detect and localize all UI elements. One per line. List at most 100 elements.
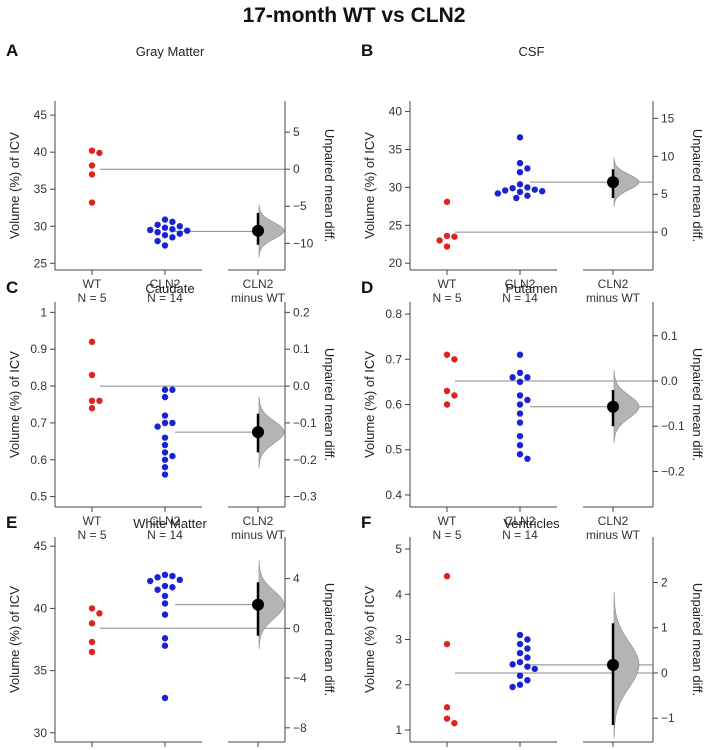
cln2-point [524,192,531,199]
y2-tick-label: 1 [661,621,668,635]
y-tick-label: 30 [34,219,48,233]
cln2-point [161,694,169,702]
cln2-point [161,463,169,471]
category-n-label: N = 5 [432,291,461,305]
cln2-point [154,423,161,430]
y2-tick-label: −0.2 [293,453,317,467]
cln2-point [509,683,516,691]
cln2-point [169,572,176,580]
panel-f: F Ventricles 1 2 3 4 5 Volume (%) of ICV WTN = 5… [361,513,705,750]
y-tick-label: 0.8 [385,307,402,321]
category-label: WT [438,514,457,528]
panel-title: Caudate [145,281,194,296]
cln2-point [531,186,538,193]
panel-c: C Caudate 0.5 0.6 0.7 0.8 0.9 1 Volume (%) of IC… [6,278,337,542]
category-n-label: minus WT [586,291,641,305]
y-tick-label: 1 [40,305,47,319]
wt-point [451,233,458,240]
cln2-point [516,378,524,386]
cln2-point [176,576,183,583]
bootstrap-distribution [258,204,285,258]
mean-diff-point [607,400,619,413]
cln2-point [516,351,524,358]
y-tick-label: 0.9 [30,342,47,356]
y-tick-label: 45 [34,539,48,553]
category-label: WT [83,277,102,291]
mean-diff-point [607,658,619,671]
cln2-point [516,649,524,657]
wt-point [443,243,451,250]
wt-point [88,605,96,612]
y2-tick-label: 0.1 [661,329,678,343]
cln2-point [154,221,161,228]
mean-diff-point [252,224,264,237]
y-tick-label: 40 [34,145,48,159]
y-tick-label: 40 [389,105,403,119]
bootstrap-distribution [258,560,285,649]
panel-letter: F [361,513,371,532]
cln2-point [539,187,546,195]
cln2-point [184,227,191,234]
cln2-point [161,471,169,478]
wt-point [443,387,451,395]
wt-point [443,198,451,205]
category-label: CLN2 [243,277,274,291]
panel-title: Ventricles [503,516,560,531]
cln2-point [516,392,524,399]
y2-tick-label: −8 [293,721,307,735]
cln2-point [161,600,169,607]
cln2-point [524,184,531,191]
cln2-point [516,658,524,666]
y2-tick-label: −0.1 [293,416,317,430]
y-tick-label: 35 [34,664,48,678]
y-tick-label: 30 [389,180,403,194]
category-label: CLN2 [150,514,181,528]
category-n-label: minus WT [231,528,286,542]
y2-axis-label: Unpaired mean diff. [690,583,705,696]
wt-point [443,351,451,358]
wt-point [88,162,96,169]
category-label: CLN2 [505,514,536,528]
panel-title: CSF [519,44,545,59]
cln2-point [516,640,524,648]
panel-letter: E [6,513,17,532]
category-label: CLN2 [150,277,181,291]
y-tick-label: 45 [34,108,48,122]
cln2-point [516,159,524,167]
category-n-label: minus WT [231,291,286,305]
y-axis-label: Volume (%) of ICV [7,132,22,239]
cln2-point [524,654,531,661]
wt-point [443,704,451,711]
y2-tick-label: 15 [661,111,675,125]
cln2-point [161,242,169,249]
cln2-point [513,194,520,202]
y2-axis-label: Unpaired mean diff. [690,129,705,242]
wt-point [451,719,458,727]
y2-axis-label: Unpaired mean diff. [322,348,337,461]
category-n-label: N = 5 [77,291,106,305]
figure-title: 17-month WT vs CLN2 [242,4,466,27]
wt-point [88,404,96,412]
cln2-point [509,661,516,668]
y2-tick-label: 0.0 [661,374,678,388]
cln2-point [169,452,176,460]
y-tick-label: 40 [34,601,48,615]
cln2-point [494,190,501,197]
cln2-point [147,577,154,585]
cln2-point [161,449,169,456]
y2-tick-label: 4 [293,572,300,586]
y-tick-label: 0.6 [30,453,47,467]
wt-point [443,572,451,580]
wt-point [88,648,96,656]
wt-point [88,147,96,154]
cln2-point [524,396,531,404]
cln2-point [147,226,154,234]
cln2-point [516,134,524,141]
cln2-point [169,226,176,233]
bootstrap-distribution [613,370,640,444]
cln2-point [169,218,176,225]
wt-point [88,338,96,346]
category-label: CLN2 [243,514,274,528]
category-n-label: N = 14 [502,528,538,542]
